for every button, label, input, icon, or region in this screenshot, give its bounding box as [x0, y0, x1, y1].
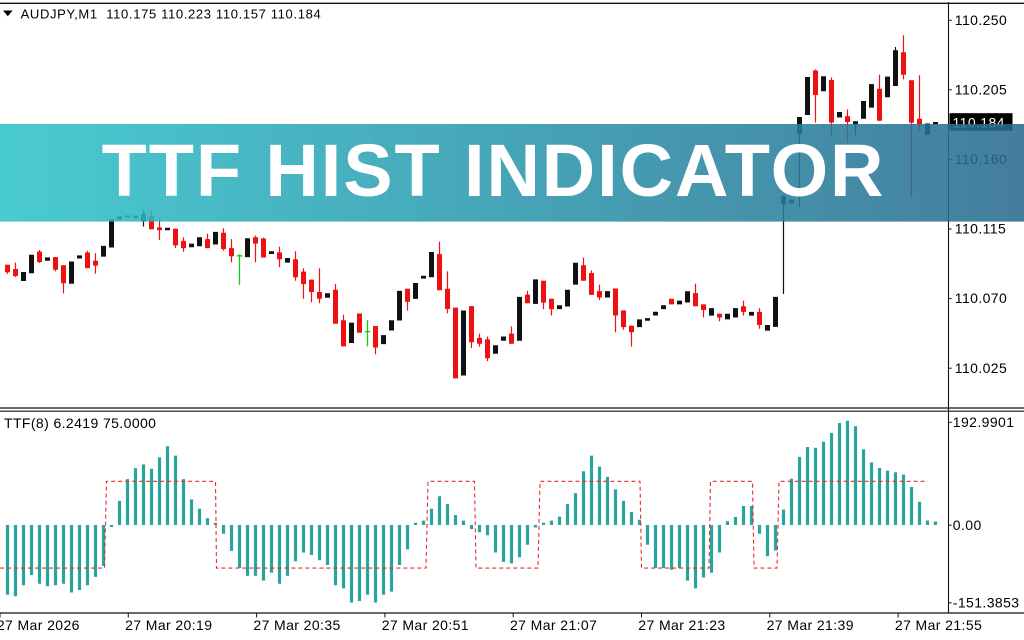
svg-text:110.205: 110.205: [955, 81, 1007, 97]
svg-text:110.250: 110.250: [955, 12, 1007, 28]
svg-text:27 Mar 20:19: 27 Mar 20:19: [125, 617, 212, 633]
svg-text:27 Mar 20:35: 27 Mar 20:35: [253, 617, 340, 633]
svg-text:110.070: 110.070: [955, 290, 1007, 306]
svg-text:27 Mar 2026: 27 Mar 2026: [0, 617, 80, 633]
svg-text:TTF HIST INDICATOR: TTF HIST INDICATOR: [102, 129, 886, 212]
svg-text:110.115: 110.115: [955, 221, 1006, 237]
svg-text:AUDJPY,M1 110.175 110.223 110: AUDJPY,M1 110.175 110.223 110.157 110.18…: [21, 7, 322, 22]
svg-text:27 Mar 20:51: 27 Mar 20:51: [382, 617, 469, 633]
svg-text:192.9901: 192.9901: [953, 414, 1015, 430]
svg-text:TTF(8) 6.2419 75.0000: TTF(8) 6.2419 75.0000: [4, 415, 156, 431]
svg-text:110.025: 110.025: [955, 360, 1007, 376]
svg-text:27 Mar 21:39: 27 Mar 21:39: [767, 617, 854, 633]
svg-text:27 Mar 21:23: 27 Mar 21:23: [638, 617, 725, 633]
svg-text:-151.3853: -151.3853: [953, 594, 1020, 610]
svg-text:27 Mar 21:55: 27 Mar 21:55: [895, 617, 982, 633]
svg-text:0.00: 0.00: [953, 517, 982, 533]
svg-text:27 Mar 21:07: 27 Mar 21:07: [510, 617, 597, 633]
